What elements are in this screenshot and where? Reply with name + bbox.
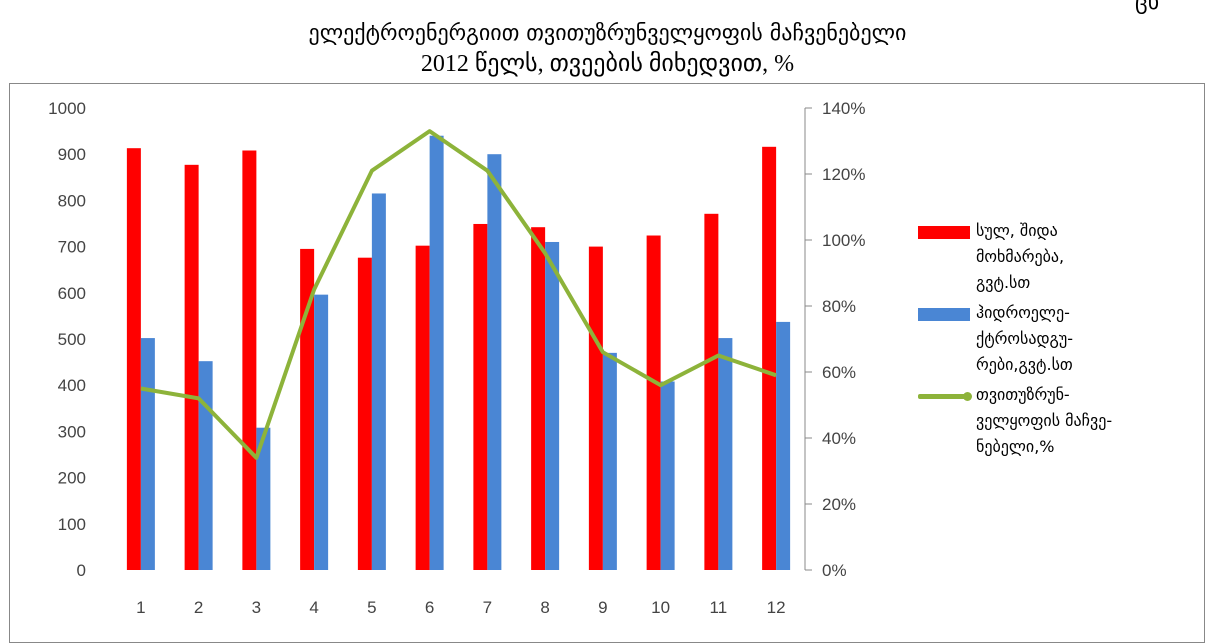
legend-item-total-consumption: სულ, შიდა მოხმარება, გვტ.სთ xyxy=(918,218,1188,296)
legend-item-hydro: ჰიდროელე- ქტროსადგუ- რები,გვტ.სთ xyxy=(918,300,1188,378)
legend-swatch-blue xyxy=(918,308,970,321)
right-axis-ticks: 0% 20% 40% 60% 80% 100% 120% 140% xyxy=(805,99,865,580)
right-tick-label: 120% xyxy=(822,165,865,184)
bar-hydro xyxy=(430,136,444,570)
bar-hydro xyxy=(141,338,155,570)
bar-total-consumption xyxy=(473,224,487,570)
x-tick-label: 11 xyxy=(710,598,728,617)
bar-series xyxy=(127,136,790,570)
x-tick-label: 7 xyxy=(483,598,492,617)
x-tick-label: 12 xyxy=(767,598,786,617)
bar-hydro xyxy=(603,353,617,570)
x-tick-label: 4 xyxy=(309,598,318,617)
left-tick-label: 600 xyxy=(58,284,86,303)
bar-total-consumption xyxy=(242,151,256,570)
left-axis-ticks: 0 100 200 300 400 500 600 700 800 900 1000 xyxy=(48,99,86,580)
left-tick-label: 1000 xyxy=(48,99,86,118)
x-tick-label: 6 xyxy=(425,598,434,617)
left-tick-label: 700 xyxy=(58,238,86,257)
bar-hydro xyxy=(372,193,386,570)
bar-total-consumption xyxy=(762,147,776,570)
right-tick-label: 100% xyxy=(822,231,865,250)
bar-total-consumption xyxy=(704,214,718,570)
right-tick-label: 60% xyxy=(822,363,856,382)
bar-total-consumption xyxy=(185,165,199,570)
bar-total-consumption xyxy=(589,247,603,570)
bar-hydro xyxy=(776,322,790,570)
right-tick-label: 0% xyxy=(822,561,847,580)
legend-item-self-sufficiency: თვითუზრუნ- ველყოფის მაჩვე- ნებელი,% xyxy=(918,382,1188,460)
line-self-sufficiency xyxy=(141,131,776,458)
left-tick-label: 800 xyxy=(58,191,86,210)
bar-hydro xyxy=(314,295,328,570)
chart-legend: სულ, შიდა მოხმარება, გვტ.სთ ჰიდროელე- ქტ… xyxy=(918,218,1188,464)
legend-label: თვითუზრუნ- ველყოფის მაჩვე- ნებელი,% xyxy=(976,382,1188,460)
right-tick-label: 140% xyxy=(822,99,865,118)
bar-total-consumption xyxy=(358,258,372,570)
left-tick-label: 200 xyxy=(58,469,86,488)
legend-label: სულ, შიდა მოხმარება, გვტ.სთ xyxy=(976,218,1188,296)
right-tick-label: 80% xyxy=(822,297,856,316)
right-tick-label: 20% xyxy=(822,495,856,514)
bar-hydro xyxy=(545,242,559,570)
bar-hydro xyxy=(718,338,732,570)
line-series xyxy=(141,131,776,458)
bar-total-consumption xyxy=(127,148,141,570)
x-tick-label: 5 xyxy=(367,598,376,617)
x-tick-label: 1 xyxy=(136,598,145,617)
bar-hydro xyxy=(661,382,675,570)
bar-hydro xyxy=(487,154,501,570)
x-tick-label: 9 xyxy=(598,598,607,617)
bar-hydro xyxy=(199,361,213,570)
left-tick-label: 500 xyxy=(58,330,86,349)
legend-label: ჰიდროელე- ქტროსადგუ- რები,გვტ.სთ xyxy=(976,300,1188,378)
bar-total-consumption xyxy=(647,236,661,570)
legend-swatch-red xyxy=(918,226,970,239)
bar-total-consumption xyxy=(416,246,430,570)
left-tick-label: 100 xyxy=(58,515,86,534)
bar-total-consumption xyxy=(531,227,545,570)
x-tick-label: 2 xyxy=(194,598,203,617)
x-tick-label: 10 xyxy=(651,598,670,617)
left-tick-label: 300 xyxy=(58,422,86,441)
left-tick-label: 400 xyxy=(58,376,86,395)
left-tick-label: 900 xyxy=(58,145,86,164)
left-tick-label: 0 xyxy=(77,561,86,580)
legend-swatch-green-line xyxy=(918,394,970,399)
x-tick-label: 3 xyxy=(252,598,261,617)
x-tick-label: 8 xyxy=(540,598,549,617)
right-tick-label: 40% xyxy=(822,429,856,448)
